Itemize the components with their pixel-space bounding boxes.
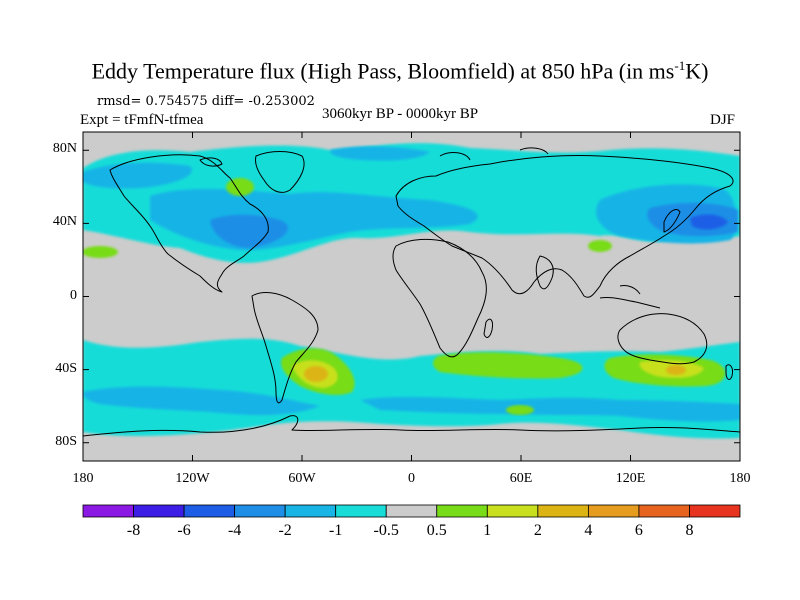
period-label: 3060kyr BP - 0000kyr BP	[322, 106, 479, 122]
y-tick-label: 40S	[55, 360, 77, 376]
sh-flux-core-indian	[360, 396, 740, 422]
colorbar-swatch	[335, 504, 387, 518]
colorbar-label: 4	[584, 522, 593, 539]
x-tick-label: 60E	[509, 471, 533, 486]
flux-field	[83, 143, 740, 439]
colorbar-swatch	[638, 504, 690, 518]
sh-flux-core-pacific	[83, 386, 320, 416]
colorbar-swatch	[234, 504, 286, 518]
axis-ticks	[82, 132, 741, 461]
colorbar-swatch	[385, 504, 438, 518]
nh-positive-asia	[588, 240, 612, 252]
colorbar-label: -6	[177, 522, 191, 539]
nh-flux-peak-pacific	[690, 214, 728, 230]
y-tick-label: 80S	[55, 433, 77, 449]
colorbar-swatch	[436, 504, 488, 518]
colorbar-label: -1	[329, 522, 343, 539]
sh-positive-south-america-peak	[304, 366, 328, 382]
experiment-label: Expt = tFmfN-tfmea	[80, 112, 204, 128]
colorbar-swatch	[537, 504, 589, 518]
y-tick-label: 80N	[52, 141, 77, 157]
nh-flux-arctic	[83, 162, 192, 189]
colorbar-label: 0.5	[426, 522, 447, 539]
sh-positive-indian	[506, 405, 534, 415]
colorbar-label: -4	[227, 522, 242, 539]
colorbar-label: -2	[278, 522, 292, 539]
colorbar-label: -8	[126, 522, 141, 539]
map-title: Eddy Temperature flux (High Pass, Bloomf…	[91, 58, 709, 84]
season-label: DJF	[710, 112, 736, 128]
colorbar-swatch	[689, 504, 741, 518]
x-tick-label: 60W	[288, 471, 316, 486]
x-tick-label: 180	[729, 471, 751, 486]
x-tick-label: 120W	[175, 471, 210, 486]
x-tick-label: 120E	[615, 471, 646, 486]
nh-positive-pacific	[83, 246, 118, 258]
sh-positive-south-atlantic	[433, 352, 583, 379]
colorbar-swatch	[587, 504, 640, 518]
colorbar-label: 2	[533, 522, 542, 539]
colorbar-swatch	[82, 504, 134, 518]
colorbar-label: 6	[634, 522, 643, 539]
colorbar-swatch	[486, 504, 539, 518]
nh-flux-strong-atlantic	[210, 214, 289, 248]
colorbar-label: 1	[483, 522, 492, 539]
colorbar-label: -0.5	[373, 522, 399, 539]
y-tick-label: 0	[70, 287, 77, 303]
nh-flux-north-atlantic	[330, 146, 430, 161]
colorbar	[82, 504, 741, 518]
colorbar-swatch	[284, 504, 337, 518]
stats-label: rmsd= 0.754575 diff= -0.253002	[97, 94, 315, 109]
sh-positive-australia-peak	[666, 365, 686, 375]
x-tick-label: 180	[72, 471, 94, 486]
coastlines	[83, 147, 740, 437]
x-tick-label: 0	[408, 471, 415, 486]
colorbar-label: 8	[685, 522, 694, 539]
colorbar-swatch	[183, 504, 236, 518]
colorbar-swatch	[133, 504, 185, 518]
y-tick-label: 40N	[52, 214, 77, 230]
